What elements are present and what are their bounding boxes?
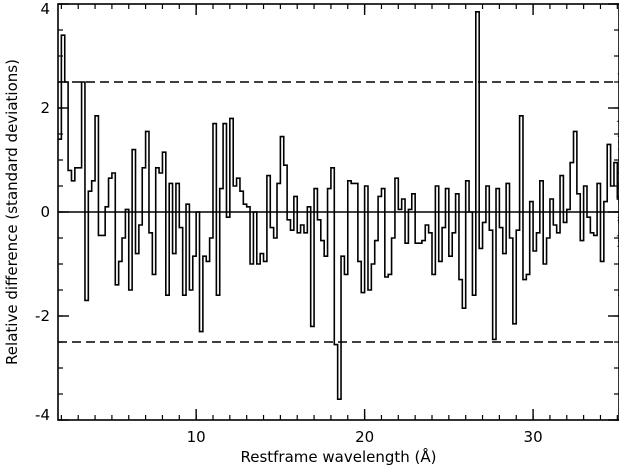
y-tick-label: -2	[35, 307, 50, 325]
y-axis-label: Relative difference (standard deviations…	[3, 59, 21, 365]
y-tick-label: -4	[35, 406, 50, 424]
x-axis-label: Restframe wavelength (Å)	[240, 447, 436, 466]
series-step-line	[58, 11, 619, 400]
tick-labels: 10 20 30 -4 -2 0 2 4	[35, 0, 543, 446]
y-tick-label: 0	[40, 203, 50, 221]
plot-frame	[57, 3, 619, 421]
reference-lines	[58, 81, 619, 343]
x-tick-label: 10	[187, 428, 206, 446]
x-tick-label: 30	[524, 428, 543, 446]
x-tick-label: 20	[355, 428, 374, 446]
y-tick-label: 2	[40, 99, 50, 117]
y-tick-label: 4	[40, 0, 50, 18]
